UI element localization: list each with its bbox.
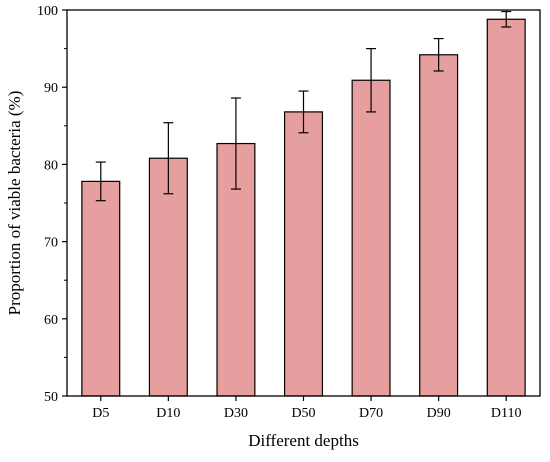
- y-tick-label-60: 60: [44, 313, 58, 328]
- x-tick-label-D30: D30: [224, 406, 248, 421]
- y-tick-label-80: 80: [44, 158, 58, 173]
- x-axis-title: Different depths: [248, 431, 359, 450]
- x-tick-label-D10: D10: [156, 406, 180, 421]
- bar-D70: [351, 79, 391, 397]
- y-axis-title: Proportion of viable bacteria (%): [5, 91, 24, 316]
- bar-D10: [148, 157, 188, 397]
- error-bar-D10: [163, 122, 174, 195]
- x-tick-label-D110: D110: [491, 406, 522, 421]
- y-tick-label-70: 70: [44, 236, 58, 251]
- error-bar-D5: [95, 161, 106, 202]
- x-tick-label-D5: D5: [92, 406, 109, 421]
- x-tick-label-D50: D50: [291, 406, 315, 421]
- error-bars-group: [95, 10, 512, 202]
- error-bar-D30: [230, 97, 241, 190]
- bar-D110: [486, 18, 526, 397]
- y-tick-label-50: 50: [44, 390, 58, 405]
- error-bar-D70: [366, 47, 377, 113]
- y-tick-label-100: 100: [37, 4, 58, 19]
- y-axis-ticks: 50 60 70 80 90 100: [37, 4, 67, 405]
- x-axis-ticks: D5 D10 D30 D50 D70 D90 D110: [92, 396, 522, 421]
- x-tick-label-D70: D70: [359, 406, 383, 421]
- bar-D5: [81, 180, 121, 397]
- error-bar-D110: [501, 10, 512, 28]
- bar-D50: [283, 111, 324, 397]
- error-bar-D50: [298, 90, 309, 134]
- x-tick-label-D90: D90: [427, 406, 451, 421]
- y-tick-label-90: 90: [44, 81, 58, 96]
- bar-D90: [419, 54, 459, 397]
- error-bar-D90: [433, 37, 444, 72]
- bars-group: [81, 18, 526, 397]
